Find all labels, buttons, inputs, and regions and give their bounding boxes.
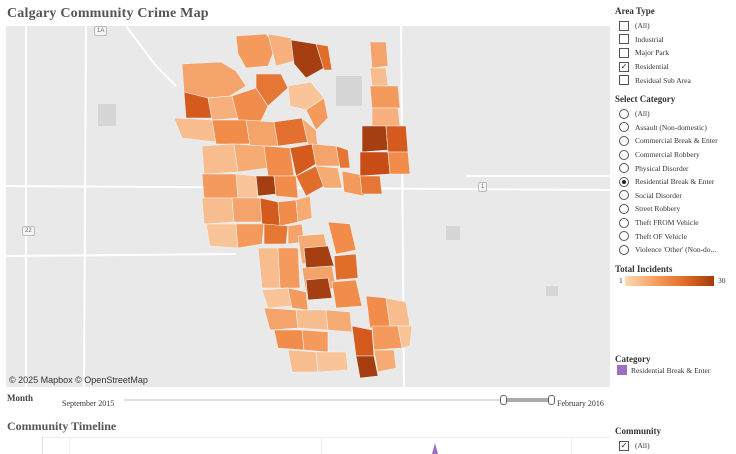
option-label: Assault (Non-domestic) bbox=[635, 122, 707, 132]
option-label: Residual Sub Area bbox=[635, 75, 691, 85]
month-slider-range[interactable] bbox=[503, 398, 552, 402]
month-start-label: September 2015 bbox=[62, 399, 115, 408]
option-label: Industrial bbox=[635, 34, 664, 44]
category-option-violence-other[interactable]: Violence 'Other' (Non-do... bbox=[615, 243, 735, 257]
map-attribution[interactable]: © 2025 Mapbox © OpenStreetMap bbox=[9, 375, 148, 385]
option-label: Theft OF Vehicle bbox=[635, 231, 687, 241]
radio-icon[interactable] bbox=[619, 149, 629, 160]
option-label: (All) bbox=[635, 109, 650, 119]
checkbox-icon[interactable] bbox=[619, 75, 629, 86]
radio-selected-icon[interactable] bbox=[619, 176, 629, 187]
community-title: Community bbox=[615, 426, 662, 436]
option-label: (All) bbox=[635, 441, 650, 451]
community-filter: Community ✓ (All) bbox=[615, 426, 735, 453]
timeline-peak-mark[interactable] bbox=[432, 443, 438, 454]
checkbox-icon[interactable] bbox=[619, 20, 629, 31]
month-end-label: February 2016 bbox=[557, 399, 604, 408]
radio-icon[interactable] bbox=[619, 203, 629, 214]
option-label: Major Park bbox=[635, 48, 669, 58]
timeline-gridline bbox=[321, 438, 322, 454]
community-option-all[interactable]: ✓ (All) bbox=[615, 439, 735, 453]
legend-min-value: 1 bbox=[619, 276, 623, 285]
area-type-filter: Area Type (All) Industrial Major Park ✓ R… bbox=[615, 6, 735, 87]
month-slider-end-handle[interactable] bbox=[548, 395, 555, 405]
option-label: Theft FROM Vehicle bbox=[635, 218, 699, 228]
category-legend-label[interactable]: Residential Break & Enter bbox=[631, 366, 711, 375]
category-option-social-disorder[interactable]: Social Disorder bbox=[615, 189, 735, 203]
option-label: Commercial Robbery bbox=[635, 150, 700, 160]
category-legend: Category bbox=[615, 354, 735, 367]
area-type-title: Area Type bbox=[615, 6, 655, 16]
timeline-chart[interactable] bbox=[42, 437, 610, 454]
radio-icon[interactable] bbox=[619, 217, 629, 228]
page-title: Calgary Community Crime Map bbox=[7, 6, 209, 21]
category-option-theft-of-vehicle[interactable]: Theft OF Vehicle bbox=[615, 229, 735, 243]
area-type-option-residual-sub-area[interactable]: Residual Sub Area bbox=[615, 73, 735, 87]
category-option-physical-disorder[interactable]: Physical Disorder bbox=[615, 161, 735, 175]
legend-color-ramp bbox=[625, 276, 714, 286]
category-option-all[interactable]: (All) bbox=[615, 107, 735, 121]
road-label-22: 22 bbox=[22, 226, 35, 236]
month-slider-start-handle[interactable] bbox=[500, 395, 507, 405]
radio-icon[interactable] bbox=[619, 108, 629, 119]
crime-map[interactable]: 1A 1 22 © 2025 Mapbox © OpenStreetMap bbox=[6, 26, 610, 387]
timeline-title: Community Timeline bbox=[7, 419, 117, 433]
category-legend-title: Category bbox=[615, 354, 651, 364]
checkbox-checked-icon[interactable]: ✓ bbox=[619, 61, 629, 72]
road-label-1a: 1A bbox=[94, 26, 108, 36]
month-label: Month bbox=[7, 393, 34, 403]
category-option-residential-break-enter[interactable]: Residential Break & Enter bbox=[615, 175, 735, 189]
radio-icon[interactable] bbox=[619, 163, 629, 174]
radio-icon[interactable] bbox=[619, 190, 629, 201]
month-slider-track[interactable] bbox=[124, 399, 552, 401]
area-type-option-all[interactable]: (All) bbox=[615, 19, 735, 33]
radio-icon[interactable] bbox=[619, 122, 629, 133]
category-title: Select Category bbox=[615, 94, 676, 104]
option-label: Residential bbox=[635, 62, 669, 72]
legend-max-value: 30 bbox=[718, 276, 726, 285]
area-type-option-major-park[interactable]: Major Park bbox=[615, 46, 735, 60]
option-label: (All) bbox=[635, 21, 650, 31]
option-label: Residential Break & Enter bbox=[635, 177, 715, 187]
legend-title: Total Incidents bbox=[615, 264, 673, 274]
total-incidents-legend: Total Incidents bbox=[615, 264, 735, 277]
category-option-commercial-robbery[interactable]: Commercial Robbery bbox=[615, 148, 735, 162]
radio-icon[interactable] bbox=[619, 231, 629, 242]
checkbox-icon[interactable] bbox=[619, 34, 629, 45]
checkbox-icon[interactable] bbox=[619, 47, 629, 58]
category-option-theft-from-vehicle[interactable]: Theft FROM Vehicle bbox=[615, 216, 735, 230]
area-type-option-industrial[interactable]: Industrial bbox=[615, 33, 735, 47]
option-label: Social Disorder bbox=[635, 190, 682, 200]
road-label-1: 1 bbox=[478, 182, 488, 192]
category-option-street-robbery[interactable]: Street Robbery bbox=[615, 202, 735, 216]
option-label: Violence 'Other' (Non-do... bbox=[635, 245, 717, 255]
category-filter: Select Category (All) Assault (Non-domes… bbox=[615, 94, 735, 257]
timeline-gridline bbox=[571, 438, 572, 454]
category-option-commercial-break-enter[interactable]: Commercial Break & Enter bbox=[615, 134, 735, 148]
map-canvas[interactable] bbox=[6, 26, 610, 387]
option-label: Commercial Break & Enter bbox=[635, 136, 718, 146]
radio-icon[interactable] bbox=[619, 135, 629, 146]
area-type-option-residential[interactable]: ✓ Residential bbox=[615, 60, 735, 74]
radio-icon[interactable] bbox=[619, 244, 629, 255]
category-color-swatch bbox=[617, 365, 627, 375]
category-option-assault[interactable]: Assault (Non-domestic) bbox=[615, 121, 735, 135]
checkbox-checked-icon[interactable]: ✓ bbox=[619, 440, 629, 451]
option-label: Physical Disorder bbox=[635, 163, 689, 173]
timeline-gridline bbox=[69, 438, 70, 454]
option-label: Street Robbery bbox=[635, 204, 681, 214]
